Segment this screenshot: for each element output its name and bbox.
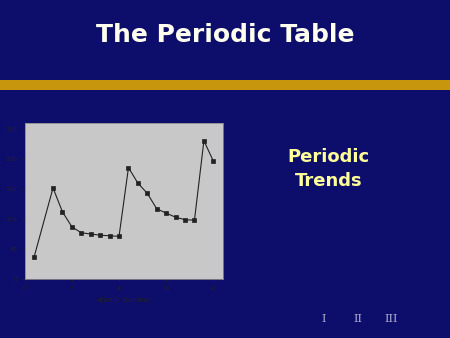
Text: III: III — [385, 314, 398, 324]
Text: II: II — [353, 314, 362, 324]
Text: Periodic
Trends: Periodic Trends — [288, 147, 369, 191]
X-axis label: Atomic Number: Atomic Number — [96, 297, 151, 303]
Text: The Periodic Table: The Periodic Table — [96, 23, 354, 48]
Text: I: I — [322, 314, 326, 324]
